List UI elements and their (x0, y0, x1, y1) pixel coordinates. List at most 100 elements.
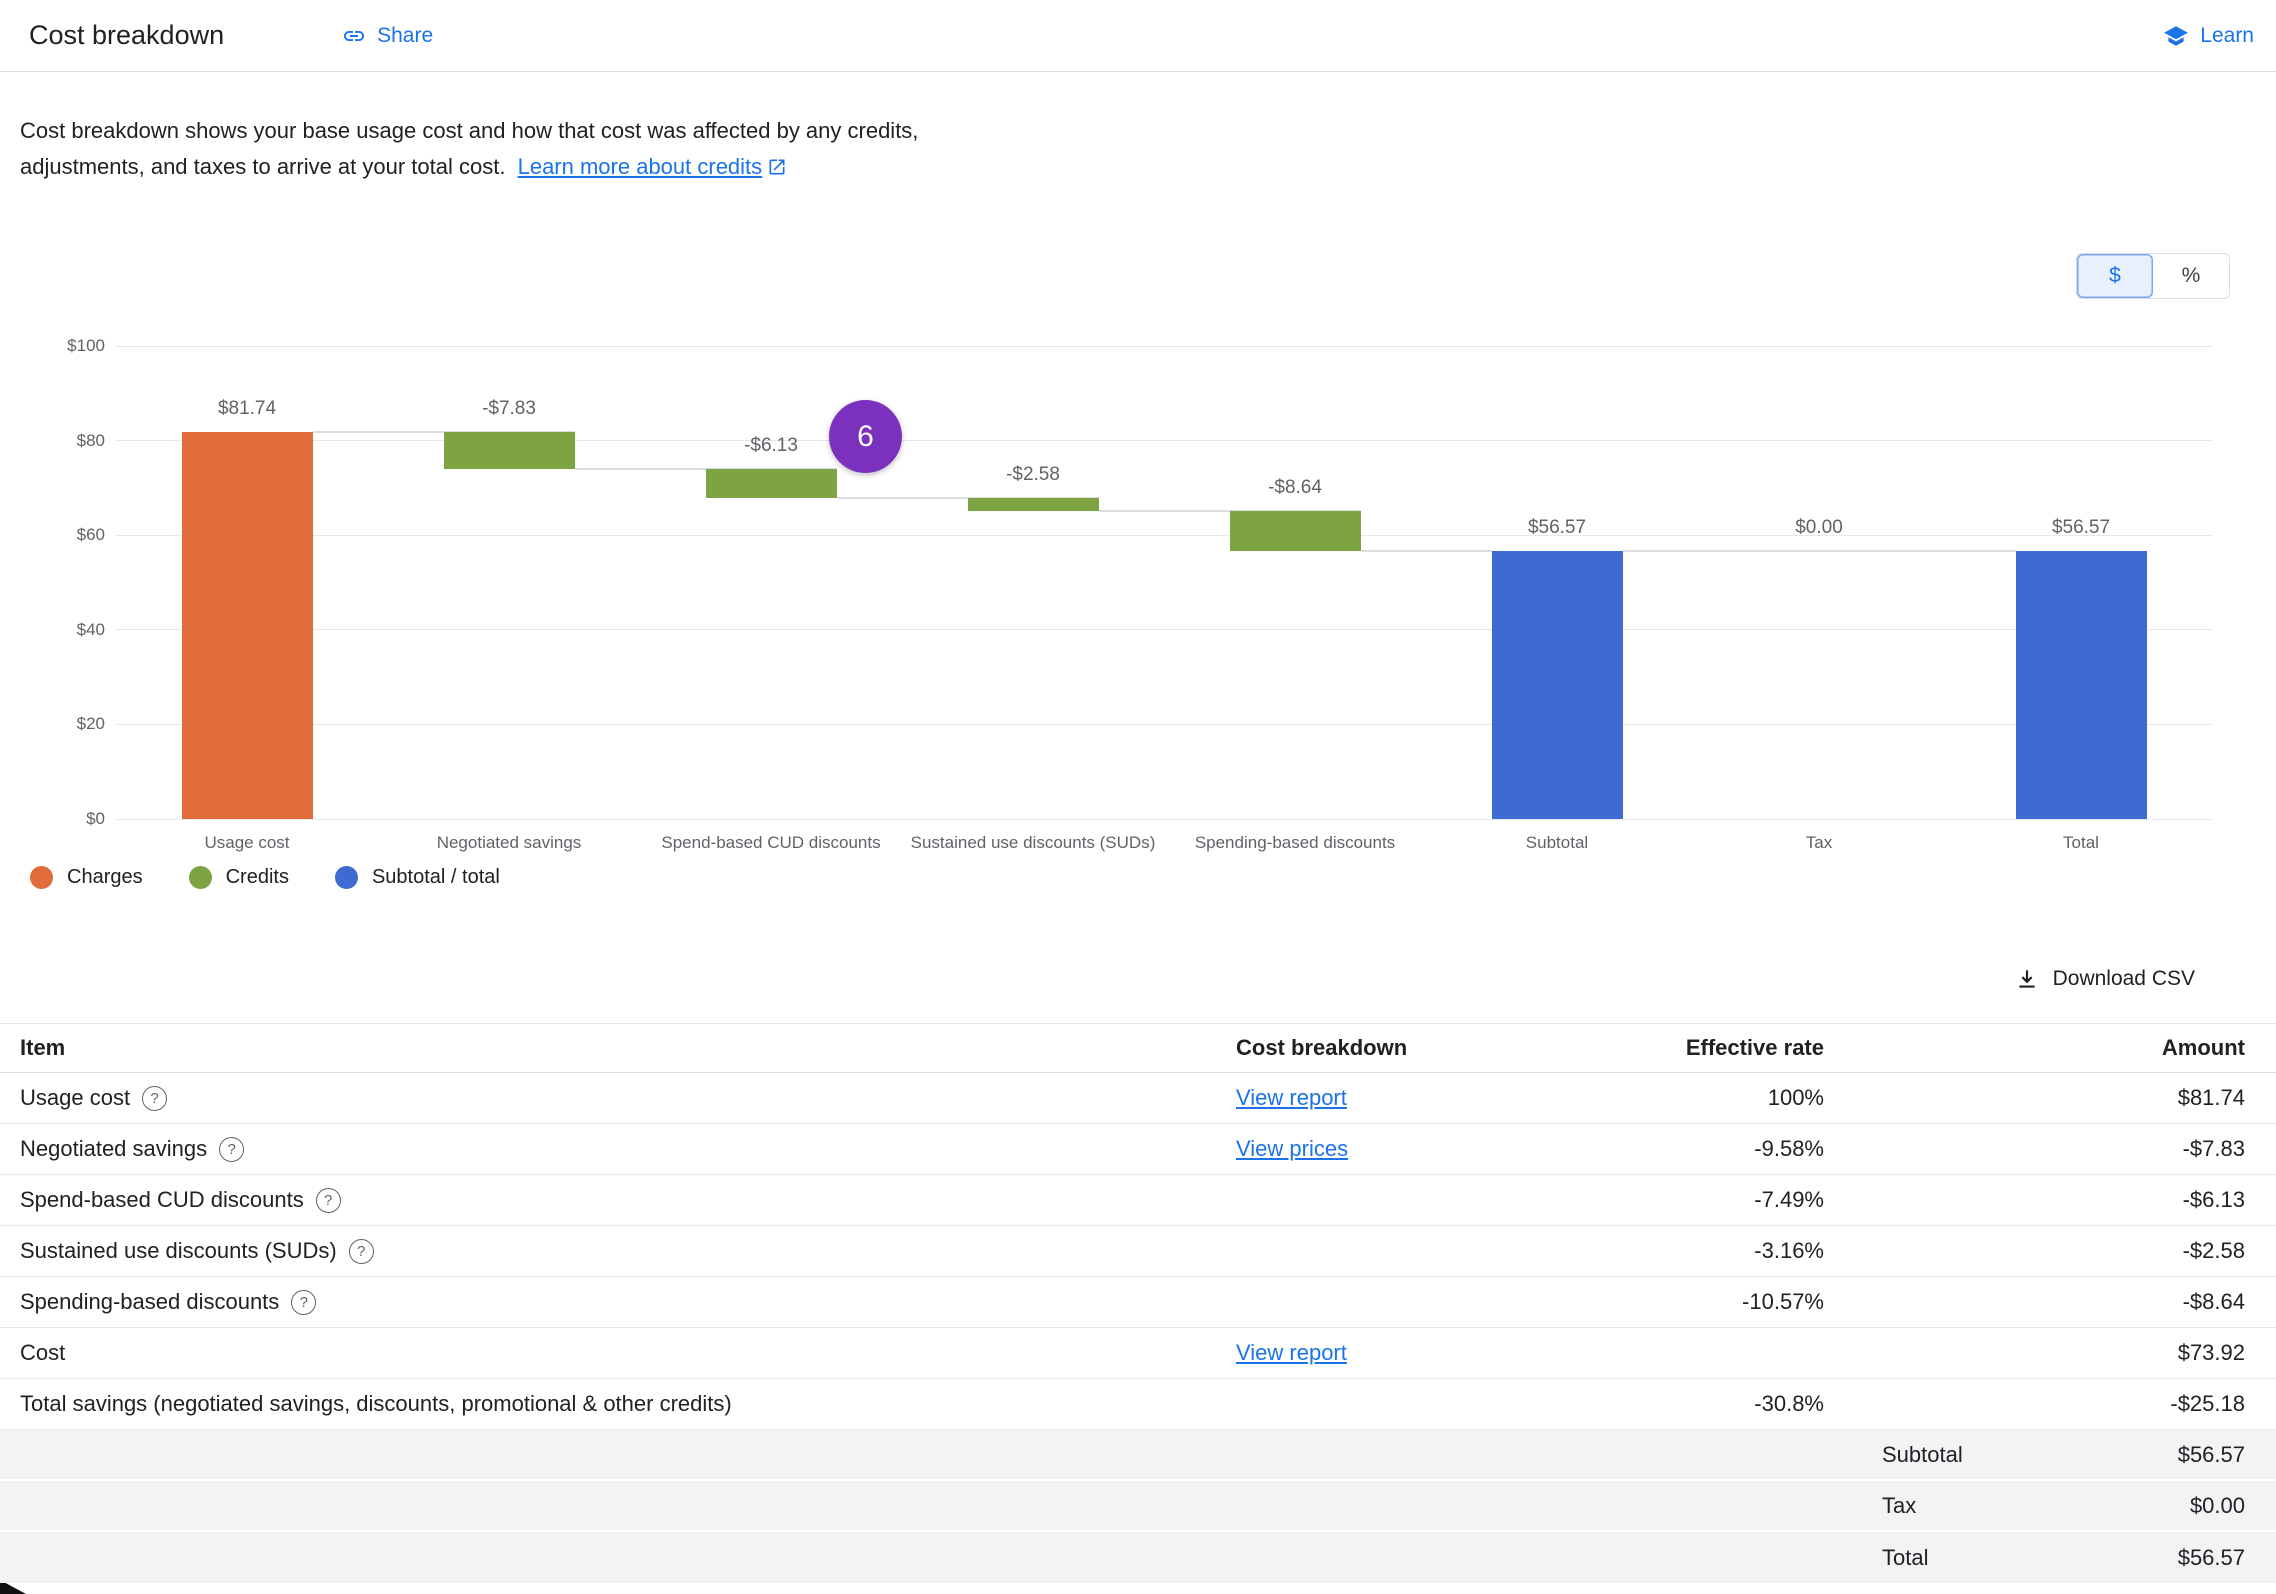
legend-item-credits: Credits (188, 866, 289, 889)
col-header-amount: Amount (2161, 1035, 2245, 1060)
share-label: Share (377, 23, 434, 47)
bar-usage-cost[interactable] (181, 432, 313, 819)
breakdown-cell: View prices (1236, 1136, 1616, 1162)
item-label: Spending-based discounts (20, 1289, 280, 1314)
item-cell: Negotiated savings? (0, 1136, 1236, 1162)
effective-rate-cell: -3.16% (1754, 1238, 1824, 1263)
col-header-breakdown: Cost breakdown (1236, 1035, 1408, 1060)
x-axis-label: Sustained use discounts (SUDs) (910, 833, 1156, 852)
x-axis-label: Usage cost (204, 833, 290, 852)
learn-more-credits-link[interactable]: Learn more about credits (518, 154, 788, 179)
item-label: Usage cost (20, 1085, 131, 1110)
item-label: Cost (20, 1340, 66, 1365)
summary-label-cell: Total (1882, 1544, 1929, 1570)
description: Cost breakdown shows your base usage cos… (20, 113, 937, 185)
bar-sustained-use-discounts-suds[interactable] (967, 498, 1099, 511)
dollar-toggle-button[interactable]: $ (2077, 254, 2153, 298)
item-cell: Usage cost? (0, 1085, 1236, 1111)
y-axis-label: $0 (86, 809, 105, 828)
x-axis-label: Spending-based discounts (1194, 833, 1396, 852)
page-title: Cost breakdown (29, 20, 225, 50)
breakdown-cell: View report (1236, 1340, 1616, 1366)
item-label: Negotiated savings (20, 1136, 208, 1161)
chart-gridline (116, 440, 2212, 442)
table-row: Total savings (negotiated savings, disco… (0, 1379, 2276, 1430)
chart-gridline (116, 345, 2212, 347)
bar-value-label: -$7.83 (482, 398, 536, 420)
amount-cell: $81.74 (2177, 1085, 2245, 1110)
bar-spending-based-discounts[interactable] (1229, 510, 1361, 552)
share-button[interactable]: Share (342, 24, 433, 48)
item-cell: Spend-based CUD discounts? (0, 1187, 1236, 1213)
y-axis-label: $40 (76, 619, 105, 639)
bar-value-label: $56.57 (1527, 517, 1587, 539)
amount-cell: -$25.18 (2170, 1391, 2245, 1416)
help-icon[interactable]: ? (142, 1085, 168, 1111)
summary-label-cell: Subtotal (1882, 1441, 1963, 1467)
waterfall-connector (1884, 550, 2016, 553)
item-label: Spend-based CUD discounts (20, 1187, 304, 1212)
bar-total[interactable] (2015, 551, 2147, 819)
view-report-link[interactable]: View report (1236, 1340, 1347, 1365)
item-cell: Total savings (negotiated savings, disco… (0, 1391, 1236, 1417)
waterfall-connector (1360, 550, 1492, 553)
table-row: Spend-based CUD discounts? -7.49% -$6.13 (0, 1175, 2276, 1226)
col-header-item: Item (20, 1035, 66, 1060)
legend-label: Charges (67, 866, 143, 888)
y-axis-label: $80 (76, 430, 105, 450)
chart-legend: Charges Credits Subtotal / total (30, 866, 500, 889)
legend-dot (30, 866, 53, 889)
item-label: Sustained use discounts (SUDs) (20, 1238, 337, 1263)
item-label: Total savings (negotiated savings, disco… (20, 1391, 732, 1416)
help-icon[interactable]: ? (219, 1136, 245, 1162)
summary-row-subtotal: Subtotal $56.57 (0, 1430, 2276, 1481)
download-csv-label: Download CSV (2052, 967, 2195, 990)
description-text: Cost breakdown shows your base usage cos… (20, 118, 919, 179)
bar-spend-based-cud-discounts[interactable] (705, 469, 837, 499)
effective-rate-cell: -9.58% (1754, 1136, 1824, 1161)
chart-gridline (116, 534, 2212, 536)
help-icon[interactable]: ? (315, 1187, 341, 1213)
effective-rate-cell: -10.57% (1742, 1289, 1824, 1314)
effective-rate-cell: 100% (1767, 1085, 1824, 1110)
bar-value-label: -$8.64 (1268, 476, 1322, 498)
download-csv-button[interactable]: Download CSV (2014, 966, 2195, 992)
x-axis-label: Subtotal (1525, 833, 1589, 852)
help-icon[interactable]: ? (348, 1238, 374, 1264)
table-row: Negotiated savings? View prices -9.58% -$7.… (0, 1124, 2276, 1175)
waterfall-connector (1622, 550, 1885, 553)
amount-cell: $56.57 (2177, 1544, 2245, 1570)
view-report-link[interactable]: View report (1236, 1085, 1347, 1110)
legend-dot (334, 866, 358, 889)
percent-toggle-button[interactable]: % (2153, 254, 2229, 298)
table-row: Sustained use discounts (SUDs)? -3.16% -$2… (0, 1226, 2276, 1277)
bar-value-label: $0.00 (1795, 517, 1843, 539)
help-icon[interactable]: ? (291, 1289, 317, 1315)
link-icon (344, 30, 365, 41)
amount-cell: -$2.58 (2182, 1238, 2245, 1263)
cost-table: Item Cost breakdown Effective rate Amoun… (0, 1023, 2276, 1583)
x-axis-label: Tax (1805, 833, 1833, 852)
learn-button[interactable]: Learn (2163, 23, 2254, 49)
effective-rate-cell: -30.8% (1754, 1391, 1824, 1416)
amount-cell: $0.00 (2189, 1492, 2245, 1518)
cursor-artifact (0, 1580, 26, 1594)
external-link-icon (769, 159, 785, 175)
view-prices-link[interactable]: View prices (1236, 1136, 1349, 1161)
x-axis-label: Total (2063, 833, 2099, 852)
table-row: Cost View report $73.92 (0, 1328, 2276, 1379)
amount-cell: -$7.83 (2182, 1136, 2245, 1161)
breakdown-cell: View report (1236, 1085, 1616, 1111)
legend-label: Credits (225, 866, 289, 888)
y-axis-label: $60 (76, 525, 105, 545)
table-body: Usage cost? View report 100% $81.74 Negotiat… (0, 1073, 2276, 1583)
summary-row-total: Total $56.57 (0, 1532, 2276, 1583)
item-cell: Sustained use discounts (SUDs)? (0, 1238, 1236, 1264)
bar-negotiated-savings[interactable] (443, 432, 575, 470)
legend-dot (188, 866, 212, 889)
effective-rate-cell: -7.49% (1754, 1187, 1824, 1212)
bar-value-label: -$2.58 (1006, 464, 1060, 486)
chart-gridline (116, 818, 2212, 820)
bar-subtotal[interactable] (1491, 551, 1623, 819)
